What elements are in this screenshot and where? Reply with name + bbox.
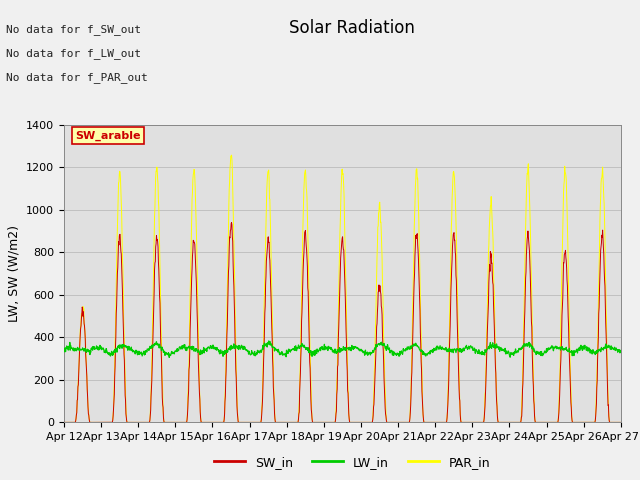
Text: Solar Radiation: Solar Radiation [289, 19, 415, 37]
Text: SW_arable: SW_arable [75, 131, 141, 141]
Y-axis label: LW, SW (W/m2): LW, SW (W/m2) [8, 225, 20, 322]
Text: No data for f_LW_out: No data for f_LW_out [6, 48, 141, 59]
Text: No data for f_PAR_out: No data for f_PAR_out [6, 72, 148, 83]
Legend: SW_in, LW_in, PAR_in: SW_in, LW_in, PAR_in [209, 451, 495, 474]
Text: No data for f_SW_out: No data for f_SW_out [6, 24, 141, 35]
